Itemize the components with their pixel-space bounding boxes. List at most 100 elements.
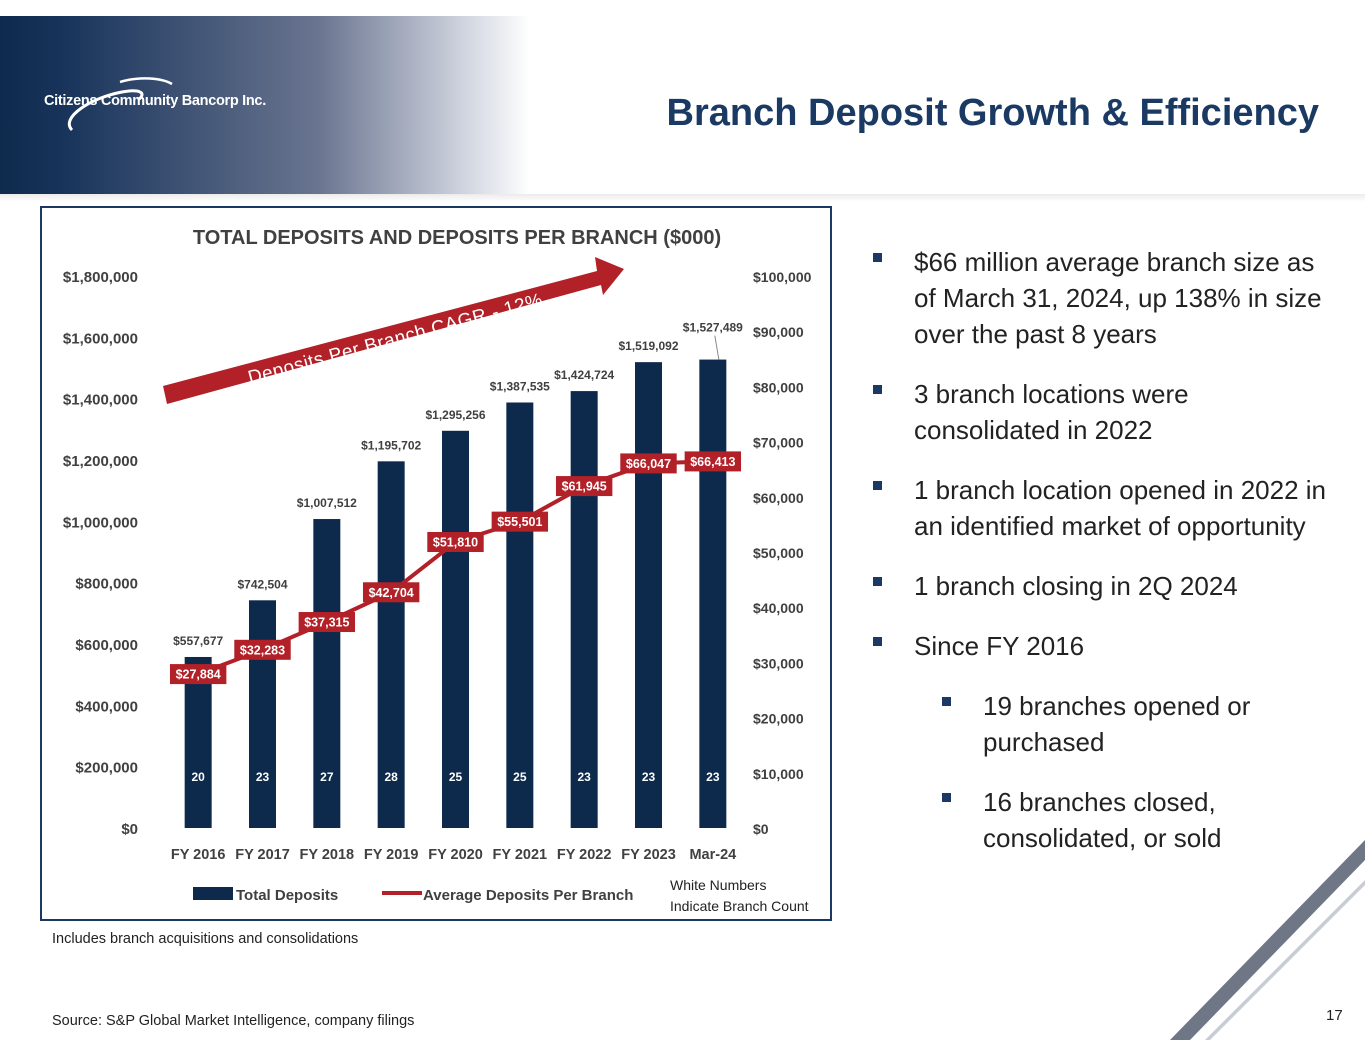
page-number: 17 xyxy=(1326,1007,1343,1024)
branch-count-label: 25 xyxy=(449,770,463,784)
left-axis-tick-label: $1,800,000 xyxy=(63,269,138,286)
bullet-square-icon xyxy=(873,481,882,490)
legend-label-total-deposits: Total Deposits xyxy=(236,887,338,904)
company-logo-text: Citizens Community Bancorp Inc. xyxy=(44,93,266,109)
deposit-bar xyxy=(570,391,598,828)
bar-value-label: $557,677 xyxy=(173,634,223,648)
legend-swatch-total-deposits xyxy=(193,887,233,900)
left-axis-tick-label: $400,000 xyxy=(75,698,138,715)
bullet-text: 16 branches closed, consolidated, or sol… xyxy=(983,787,1222,853)
deposit-bar xyxy=(313,519,341,828)
x-axis-category-label: Mar-24 xyxy=(689,847,736,863)
line-label-box xyxy=(298,612,356,633)
bar-value-label: $742,504 xyxy=(237,577,287,591)
right-axis-tick-label: $20,000 xyxy=(753,711,804,727)
left-axis-tick-label: $1,200,000 xyxy=(63,453,138,470)
line-label-box xyxy=(362,582,420,603)
legend-note-line-1: White Numbers xyxy=(670,877,766,893)
deposit-bar xyxy=(249,600,276,828)
chart-frame xyxy=(40,206,832,921)
header-band xyxy=(0,16,1365,194)
right-axis-tick-label: $0 xyxy=(753,821,769,837)
line-value-label: $61,945 xyxy=(562,480,607,494)
line-label-box xyxy=(427,532,484,553)
deposit-bar xyxy=(506,402,534,828)
branch-count-label: 20 xyxy=(191,770,205,784)
bar-value-label: $1,527,489 xyxy=(683,321,743,335)
left-axis-tick-label: $1,000,000 xyxy=(63,514,138,531)
deposit-bar xyxy=(442,430,469,828)
right-axis-tick-label: $40,000 xyxy=(753,600,804,616)
deposits-chart: TOTAL DEPOSITS AND DEPOSITS PER BRANCH (… xyxy=(63,227,812,914)
bullet-item: $66 million average branch size as of Ma… xyxy=(870,244,1330,352)
x-axis-category-label: FY 2019 xyxy=(364,847,419,863)
bullet-item: 1 branch closing in 2Q 2024 xyxy=(870,568,1330,604)
bullet-text: 19 branches opened or purchased xyxy=(983,691,1251,757)
legend-note-line-2: Indicate Branch Count xyxy=(670,898,809,914)
line-value-label: $51,810 xyxy=(433,536,478,550)
line-value-label: $66,413 xyxy=(690,455,735,469)
right-axis-tick-label: $30,000 xyxy=(753,655,804,671)
deposit-bar xyxy=(184,656,212,828)
x-axis-category-label: FY 2017 xyxy=(235,847,290,863)
x-axis-category-label: FY 2022 xyxy=(557,847,612,863)
line-value-label: $27,884 xyxy=(176,668,221,682)
legend-label-avg-deposits: Average Deposits Per Branch xyxy=(423,887,633,904)
sub-bullet-item: 16 branches closed, consolidated, or sol… xyxy=(870,784,1330,856)
x-axis-category-label: FY 2021 xyxy=(493,847,548,863)
chart-title: TOTAL DEPOSITS AND DEPOSITS PER BRANCH (… xyxy=(193,227,721,249)
right-axis-tick-label: $10,000 xyxy=(753,766,804,782)
branch-count-label: 28 xyxy=(384,770,398,784)
line-label-box xyxy=(555,476,613,497)
line-value-label: $37,315 xyxy=(304,616,349,630)
left-axis-tick-label: $800,000 xyxy=(75,576,138,593)
bullet-text: Since FY 2016 xyxy=(914,631,1085,661)
left-axis-tick-label: $0 xyxy=(121,821,138,838)
left-axis-tick-label: $1,400,000 xyxy=(63,392,138,409)
page-title: Branch Deposit Growth & Efficiency xyxy=(666,92,1319,134)
bullet-square-icon xyxy=(873,385,882,394)
x-axis-category-label: FY 2016 xyxy=(171,847,226,863)
line-label-box xyxy=(234,639,291,660)
right-axis-tick-label: $60,000 xyxy=(753,490,804,506)
bullet-text: 1 branch closing in 2Q 2024 xyxy=(914,571,1238,601)
left-axis-tick-label: $200,000 xyxy=(75,760,138,777)
bullet-square-icon xyxy=(873,637,882,646)
corner-decoration xyxy=(1170,840,1365,1040)
bar-value-label: $1,424,724 xyxy=(554,368,614,382)
bullet-item: 3 branch locations were consolidated in … xyxy=(870,376,1330,448)
line-value-label: $32,283 xyxy=(240,643,285,657)
left-axis-tick-label: $1,600,000 xyxy=(63,330,138,347)
bullet-square-icon xyxy=(873,253,882,262)
deposit-bar xyxy=(635,362,662,828)
sub-bullet-item: 19 branches opened or purchased xyxy=(870,688,1330,760)
line-label-box xyxy=(684,451,742,472)
header-shadow xyxy=(0,194,1365,202)
right-axis-tick-label: $50,000 xyxy=(753,545,804,561)
branch-count-label: 23 xyxy=(577,770,591,784)
line-label-box xyxy=(620,453,677,474)
bar-value-label: $1,195,702 xyxy=(361,438,421,452)
bullet-square-icon xyxy=(942,697,951,706)
source-note: Source: S&P Global Market Intelligence, … xyxy=(52,1013,415,1029)
deposit-bar xyxy=(377,461,405,828)
deposit-bar xyxy=(699,359,727,828)
bullet-text: 3 branch locations were consolidated in … xyxy=(914,379,1189,445)
bullet-text: $66 million average branch size as of Ma… xyxy=(914,247,1322,349)
logo-swoosh-icon xyxy=(68,77,173,132)
right-axis-tick-label: $70,000 xyxy=(753,435,804,451)
branch-count-label: 25 xyxy=(513,770,527,784)
line-value-label: $66,047 xyxy=(626,457,671,471)
bar-value-label: $1,295,256 xyxy=(425,408,485,422)
bar-value-label: $1,519,092 xyxy=(618,339,678,353)
left-axis-tick-label: $600,000 xyxy=(75,637,138,654)
bullet-item: Since FY 2016 xyxy=(870,628,1330,664)
line-label-box xyxy=(169,664,227,685)
bullet-square-icon xyxy=(942,793,951,802)
branch-count-label: 23 xyxy=(642,770,656,784)
x-axis-category-label: FY 2018 xyxy=(300,847,355,863)
branch-count-label: 27 xyxy=(320,770,334,784)
footnote: Includes branch acquisitions and consoli… xyxy=(52,931,359,947)
branch-count-label: 23 xyxy=(706,770,720,784)
line-value-label: $42,704 xyxy=(369,586,414,600)
